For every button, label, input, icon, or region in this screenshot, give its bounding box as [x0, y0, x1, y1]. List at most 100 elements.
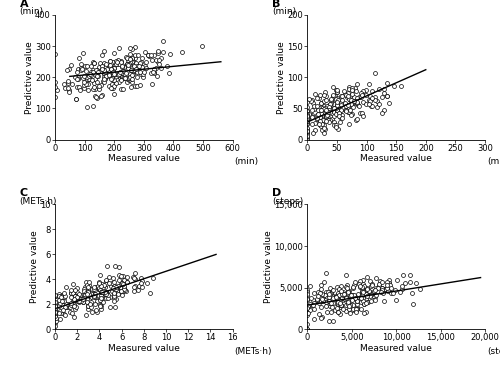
Point	[341, 100, 349, 106]
Point	[82, 299, 90, 305]
Point	[362, 92, 370, 98]
Point	[80, 286, 88, 292]
Point	[328, 295, 336, 301]
Point	[114, 283, 122, 289]
Point	[338, 93, 345, 99]
Point	[101, 292, 109, 297]
Point	[344, 289, 352, 295]
Point	[140, 71, 147, 77]
Point	[346, 96, 354, 102]
Point	[326, 292, 334, 297]
Point	[88, 77, 96, 83]
Point	[154, 61, 162, 67]
Point	[51, 312, 59, 317]
Point	[128, 67, 136, 73]
Point	[118, 74, 126, 80]
Point	[84, 87, 92, 93]
Point	[314, 111, 322, 117]
Point	[313, 95, 321, 101]
Point	[362, 310, 370, 316]
Point	[334, 104, 342, 110]
Point	[338, 292, 346, 298]
Point	[352, 309, 360, 315]
Text: (METs·h): (METs·h)	[20, 197, 57, 206]
Point	[104, 295, 112, 301]
Point	[102, 277, 110, 283]
Point	[105, 72, 113, 78]
Point	[308, 114, 316, 120]
Point	[304, 117, 312, 122]
Point	[74, 292, 82, 297]
Point	[58, 299, 66, 305]
Point	[75, 55, 83, 61]
Point	[318, 291, 326, 297]
Point	[56, 316, 64, 322]
Point	[318, 127, 326, 133]
Point	[118, 64, 126, 70]
Point	[111, 77, 119, 83]
Point	[112, 75, 120, 81]
Point	[70, 296, 78, 302]
Point	[99, 78, 107, 84]
Point	[366, 293, 374, 299]
Point	[71, 295, 79, 301]
Point	[78, 292, 86, 298]
Point	[98, 65, 106, 71]
Point	[108, 75, 116, 81]
Point	[125, 75, 133, 81]
Point	[334, 98, 342, 104]
Point	[122, 70, 130, 76]
Point	[62, 305, 70, 310]
Point	[76, 87, 84, 93]
Point	[128, 56, 136, 61]
Point	[118, 289, 126, 295]
Point	[72, 285, 80, 291]
Point	[354, 95, 362, 101]
Point	[108, 75, 116, 81]
Point	[108, 288, 116, 294]
Point	[100, 67, 108, 73]
Point	[110, 293, 118, 299]
Point	[332, 284, 340, 290]
Point	[92, 285, 100, 290]
Point	[358, 88, 366, 94]
Point	[95, 86, 103, 92]
Point	[354, 94, 362, 100]
Point	[97, 93, 105, 99]
Point	[330, 300, 338, 306]
Point	[345, 306, 353, 312]
Point	[118, 59, 126, 65]
Point	[51, 302, 59, 308]
Point	[132, 65, 140, 71]
Point	[82, 312, 90, 318]
Point	[322, 112, 330, 118]
Point	[380, 107, 388, 113]
Point	[315, 121, 323, 127]
Point	[344, 291, 351, 297]
Point	[362, 274, 370, 280]
Point	[357, 90, 365, 95]
Point	[325, 298, 333, 304]
Point	[344, 86, 352, 92]
Point	[328, 117, 336, 122]
Point	[106, 63, 114, 68]
Point	[315, 110, 323, 116]
Point	[90, 293, 98, 299]
Point	[341, 91, 349, 97]
Point	[332, 124, 340, 130]
Point	[114, 75, 122, 81]
Point	[100, 67, 108, 73]
Point	[316, 92, 324, 98]
Point	[68, 81, 76, 87]
Point	[322, 299, 330, 305]
Point	[146, 53, 154, 58]
Point	[112, 263, 120, 269]
Point	[100, 71, 108, 77]
Point	[315, 113, 323, 119]
Point	[110, 290, 118, 296]
Point	[366, 103, 374, 109]
Point	[346, 97, 354, 103]
Point	[362, 101, 370, 107]
Point	[416, 286, 424, 292]
Point	[51, 303, 59, 309]
